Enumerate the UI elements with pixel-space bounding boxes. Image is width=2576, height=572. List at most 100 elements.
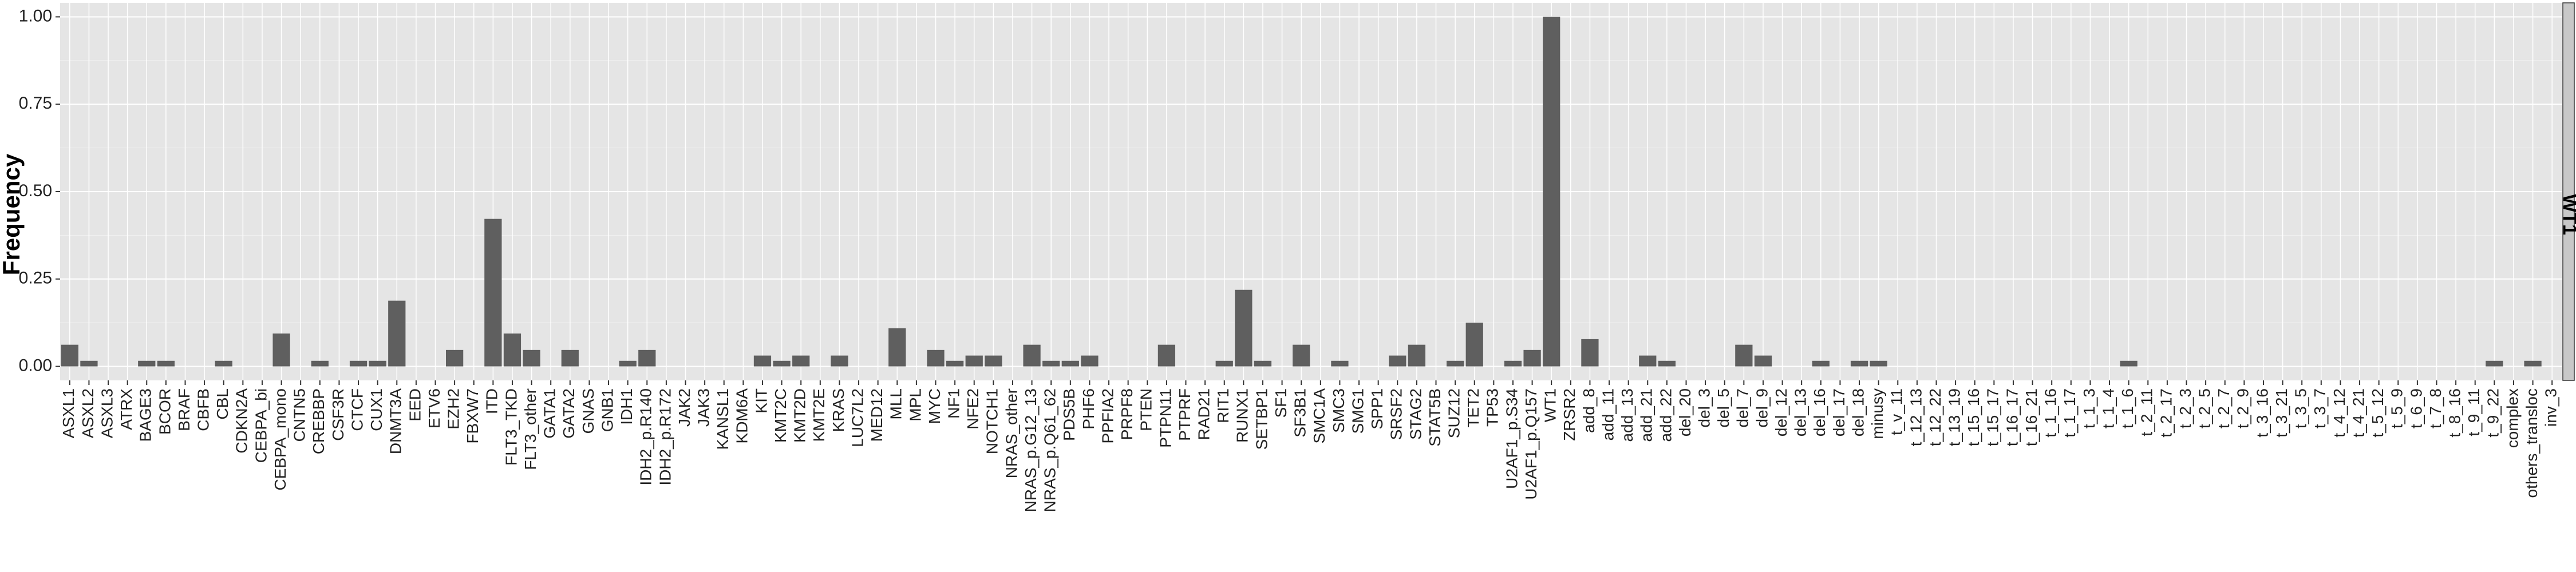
bar-ASXL2 [80,360,98,367]
x-tick-label: NF1 [945,388,963,419]
x-tick-label: t_9_22 [2484,388,2502,438]
bar-SETBP1 [1254,360,1272,367]
x-tick-label: add_21 [1638,388,1656,442]
x-tick-label: CTCF [348,388,366,431]
x-tick-label: del_20 [1676,388,1694,436]
x-tick-label: PTPN11 [1156,388,1174,448]
x-tick-label: U2AF1_p.S34 [1503,388,1520,489]
x-tick-label: del_13 [1792,388,1809,436]
bar-minusy [1870,360,1887,367]
x-tick-label: del_3 [1696,388,1713,428]
bar-CUX1 [369,360,386,367]
x-tick-label: t_16_17 [2003,388,2021,446]
x-tick-label: t_1_3 [2080,388,2098,428]
x-tick-label: FLT3_TKD [502,388,520,466]
x-tick-label: t_15_17 [1984,388,2002,446]
bar-PHF6 [1081,355,1099,367]
x-tick-label: SMC1A [1310,388,1328,444]
x-tick-label: t_2_17 [2157,388,2175,438]
bar-del_16 [1812,360,1830,367]
bar-U2AF1_p.Q157 [1523,349,1541,367]
x-tick-label: SPP1 [1368,388,1386,430]
x-tick-label: del_9 [1753,388,1771,428]
x-tick-label: ZRSR2 [1560,388,1578,441]
bar-ASXL1 [61,344,78,367]
facet-strip [2562,2,2575,381]
bar-TET2 [1465,323,1483,367]
x-tick-label: IDH1 [618,388,635,425]
bar-BCOR [157,360,175,367]
x-tick-label: t_2_11 [2138,388,2156,436]
bar-NOTCH1 [985,355,1002,367]
bar-add_22 [1658,360,1676,367]
x-tick-label: t_7_8 [2427,388,2444,428]
x-tick-label: KMT2D [791,388,809,443]
x-tick-label: TP53 [1484,388,1502,427]
x-tick-label: GNB1 [598,388,616,432]
x-tick-label: SF1 [1272,388,1290,418]
x-tick-label: t_1_6 [2119,388,2136,428]
x-tick-label: NOTCH1 [983,388,1001,454]
y-tick-label: 0.50 [19,181,52,200]
x-tick-label: NRAS_p.Q61_62 [1041,388,1059,512]
x-tick-label: RUNX1 [1234,388,1251,443]
minor-gridlines [60,60,2562,323]
x-tick-label: WT1 [1542,388,1559,422]
bar-U2AF1_p.S34 [1504,360,1522,367]
x-tick-label: RIT1 [1214,388,1232,423]
x-tick-label: del_16 [1811,388,1828,436]
x-tick-label: PHF6 [1080,388,1097,430]
bar-RIT1 [1215,360,1233,367]
bar-FLT3_TKD [503,333,521,367]
x-tick-label: CREBBP [310,388,327,454]
x-tick-label: t_12_13 [1907,388,1925,446]
x-tick-label: U2AF1_p.Q157 [1522,388,1540,500]
x-tick-label: JAK2 [675,388,693,427]
x-tick-label: inv_3 [2542,388,2560,427]
x-tick-label: PTPRF [1176,388,1194,441]
x-tick-label: add_8 [1580,388,1598,433]
bar-GATA2 [561,349,579,367]
bar-RUNX1 [1235,289,1253,367]
bar-PDS5B [1061,360,1079,367]
x-tick-label: t_15_16 [1965,388,1982,446]
x-tick-label: KDM6A [733,388,751,444]
x-tick-label: ASXL2 [79,388,97,438]
bar-DNMT3A [388,300,406,367]
x-tick-label: STAT5B [1426,388,1444,447]
bar-NF1 [946,360,964,367]
x-tick-label: SUZ12 [1445,388,1463,438]
bar-WT1 [1543,17,1560,367]
bar-MYC [927,349,945,367]
x-tick-label: MYC [926,388,943,424]
y-axis: 0.00 0.25 0.50 0.75 1.00 [19,6,60,375]
x-tick-label: BAGE3 [137,388,155,442]
bar-IDH2_p.R140 [638,349,656,367]
x-tick-label: GNAS [579,388,597,434]
x-tick-label: t_13_19 [1946,388,1963,446]
x-tick-label: minusy [1868,388,1886,439]
bar-KRAS [831,355,848,367]
facet-strip-label: WT1 [2559,194,2576,235]
y-tick-label: 0.25 [19,269,52,288]
x-tick-label: others_transloc [2523,388,2541,498]
x-tick-label: MLL [887,388,905,419]
x-tick-label: CNTN5 [291,388,309,442]
bar-NRAS_p.G12_13 [1023,344,1041,367]
x-tick-label: CBL [214,388,231,419]
bar-BAGE3 [138,360,156,367]
x-tick-label: EED [406,388,424,422]
x-tick-label: DNMT3A [387,388,405,454]
bar-del_7 [1735,344,1753,367]
x-tick-label: SF3B1 [1291,388,1309,438]
x-tick-label: t_v_11 [1888,388,1906,435]
x-tick-label: ASXL3 [98,388,116,438]
x-tick-label: t_8_16 [2446,388,2464,438]
x-tick-label: RAD21 [1195,388,1213,440]
x-tick-label: CBFB [195,388,212,431]
x-tick-label: EZH2 [445,388,463,430]
x-tick-label: del_12 [1772,388,1790,436]
bars [61,17,2542,367]
bar-t_9_22 [2486,360,2503,367]
bar-others_transloc [2524,360,2542,367]
